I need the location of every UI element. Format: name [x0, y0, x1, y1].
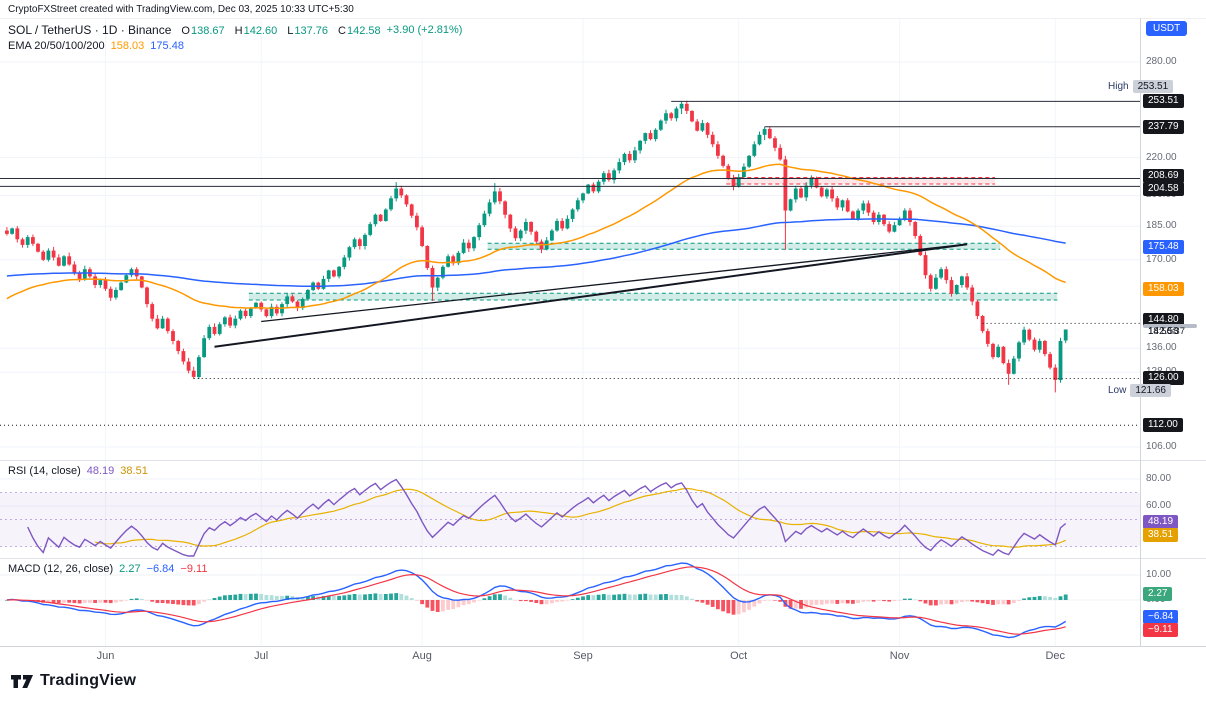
- open-key: O: [181, 25, 190, 37]
- open-value: 138.67: [190, 25, 225, 37]
- price-axis-label: 106.00: [1146, 441, 1177, 452]
- price-axis-label: 280.00: [1146, 56, 1177, 67]
- range-prefix: High: [1108, 81, 1129, 93]
- close-key: C: [338, 25, 346, 37]
- tradingview-brand-text[interactable]: TradingView: [40, 672, 137, 689]
- open-pair: O138.67: [181, 23, 224, 37]
- range-prefix: Low: [1108, 385, 1127, 397]
- macd-value-badge: −6.84: [1143, 610, 1179, 625]
- tradingview-logo-icon[interactable]: [10, 674, 34, 689]
- price-range-label: High 253.51: [1108, 80, 1174, 94]
- price-range-label: Low 121.66: [1108, 384, 1171, 398]
- time-axis-labels: Jun Jul Aug Sep Oct Nov Dec: [0, 650, 1140, 666]
- rsi-value-badge: 48.19: [1143, 514, 1179, 529]
- price-level-badge: 237.79: [1143, 119, 1184, 134]
- price-level-badge: 158.03: [1143, 281, 1184, 296]
- price-level-badge: 253.51: [1143, 94, 1184, 109]
- macd-hist-value: 2.27: [119, 563, 141, 575]
- close-pair: C142.58: [338, 23, 381, 37]
- macd-legend: MACD (12, 26, close) 2.27 −6.84 −9.11: [8, 563, 207, 575]
- symbol-title[interactable]: SOL / TetherUS · 1D · Binance: [8, 23, 172, 37]
- range-value-badge: 121.66: [1130, 384, 1171, 398]
- current-price-badge: 142.58 18:56:37: [1143, 324, 1197, 337]
- rsi-value-badge: 38.51: [1143, 528, 1179, 542]
- low-key: L: [287, 25, 294, 37]
- macd-signal-value: −9.11: [180, 563, 208, 575]
- ema-legend: EMA 20/50/100/200 158.03 175.48: [8, 40, 184, 52]
- ema200-value: 175.48: [150, 40, 184, 52]
- month-label: Nov: [889, 650, 910, 662]
- price-level-badge: 208.69: [1143, 168, 1184, 183]
- currency-usdt-badge[interactable]: USDT: [1146, 21, 1188, 36]
- pane-separators: [0, 18, 1206, 647]
- footer: TradingView: [10, 672, 136, 690]
- month-label: Jul: [254, 650, 269, 662]
- price-level-badge: 112.00: [1143, 418, 1183, 433]
- close-value: 142.58: [346, 25, 381, 37]
- price-level-badge: 126.00: [1143, 371, 1184, 386]
- rsi-axis-label: 80.00: [1146, 473, 1172, 484]
- month-label: Oct: [730, 650, 748, 662]
- chart-canvas[interactable]: [0, 0, 1206, 660]
- low-value: 137.76: [294, 25, 329, 37]
- macd-axis-label: 10.00: [1146, 569, 1172, 580]
- low-pair: L137.76: [287, 23, 328, 37]
- macd-value-badge: −9.11: [1143, 622, 1178, 637]
- macd-pane[interactable]: [5, 562, 1068, 639]
- macd-value-badge: 2.27: [1143, 587, 1173, 602]
- month-label: Sep: [573, 650, 593, 662]
- price-level-badge: 144.80: [1143, 313, 1184, 328]
- rsi-title[interactable]: RSI (14, close): [8, 465, 81, 477]
- attribution-text: CryptoFXStreet created with TradingView.…: [8, 4, 354, 15]
- high-value: 142.60: [243, 25, 278, 37]
- month-label: Jun: [96, 650, 115, 662]
- rsi-legend: RSI (14, close) 48.19 38.51: [8, 465, 148, 477]
- macd-line-value: −6.84: [146, 563, 175, 575]
- price-axis-label: 136.00: [1146, 342, 1177, 354]
- month-label: Dec: [1045, 650, 1066, 662]
- price-axis-label: 170.00: [1146, 253, 1177, 265]
- rsi-pane[interactable]: [0, 478, 1140, 557]
- symbol-legend: SOL / TetherUS · 1D · Binance O138.67 H1…: [8, 23, 462, 37]
- rsi-value: 48.19: [86, 465, 115, 477]
- grid: [0, 18, 1140, 646]
- bar-countdown: 18:56:37: [1148, 326, 1185, 338]
- ema-title[interactable]: EMA 20/50/100/200: [8, 40, 105, 52]
- macd-title[interactable]: MACD (12, 26, close): [8, 563, 114, 575]
- change-value: +3.90 (+2.81%): [386, 24, 463, 36]
- price-level-badge: 175.48: [1143, 240, 1184, 255]
- price-level-badge: 204.58: [1143, 182, 1184, 197]
- rsi-axis-label: 60.00: [1146, 500, 1172, 511]
- high-key: H: [234, 25, 243, 37]
- price-axis-label: 220.00: [1146, 151, 1177, 163]
- high-pair: H142.60: [235, 23, 278, 37]
- ema50-value: 158.03: [110, 40, 145, 52]
- rsi-ma-value: 38.51: [120, 465, 148, 477]
- price-pane[interactable]: [0, 100, 1140, 426]
- current-price-value: 142.58: [1148, 326, 1179, 338]
- range-value-badge: 253.51: [1132, 80, 1174, 94]
- month-label: Aug: [412, 650, 432, 662]
- price-axis-label: 185.00: [1146, 220, 1177, 232]
